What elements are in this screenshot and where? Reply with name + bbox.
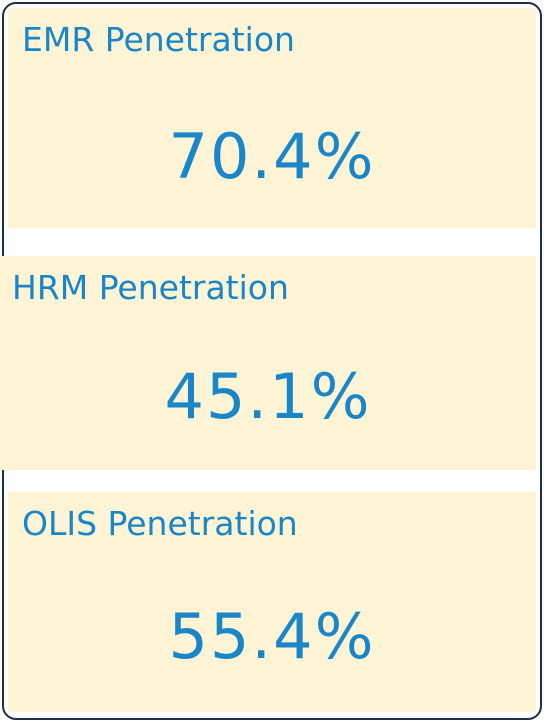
kpi-card: HRM Penetration 45.1% (0, 256, 536, 470)
kpi-value: 70.4% (168, 120, 376, 193)
kpi-value: 55.4% (168, 600, 376, 673)
kpi-label: EMR Penetration (22, 20, 295, 59)
kpi-card: OLIS Penetration 55.4% (8, 492, 536, 712)
kpi-value: 45.1% (164, 360, 372, 433)
kpi-card: EMR Penetration 70.4% (8, 8, 536, 228)
kpi-label: OLIS Penetration (22, 504, 298, 543)
kpi-label: HRM Penetration (12, 268, 289, 307)
